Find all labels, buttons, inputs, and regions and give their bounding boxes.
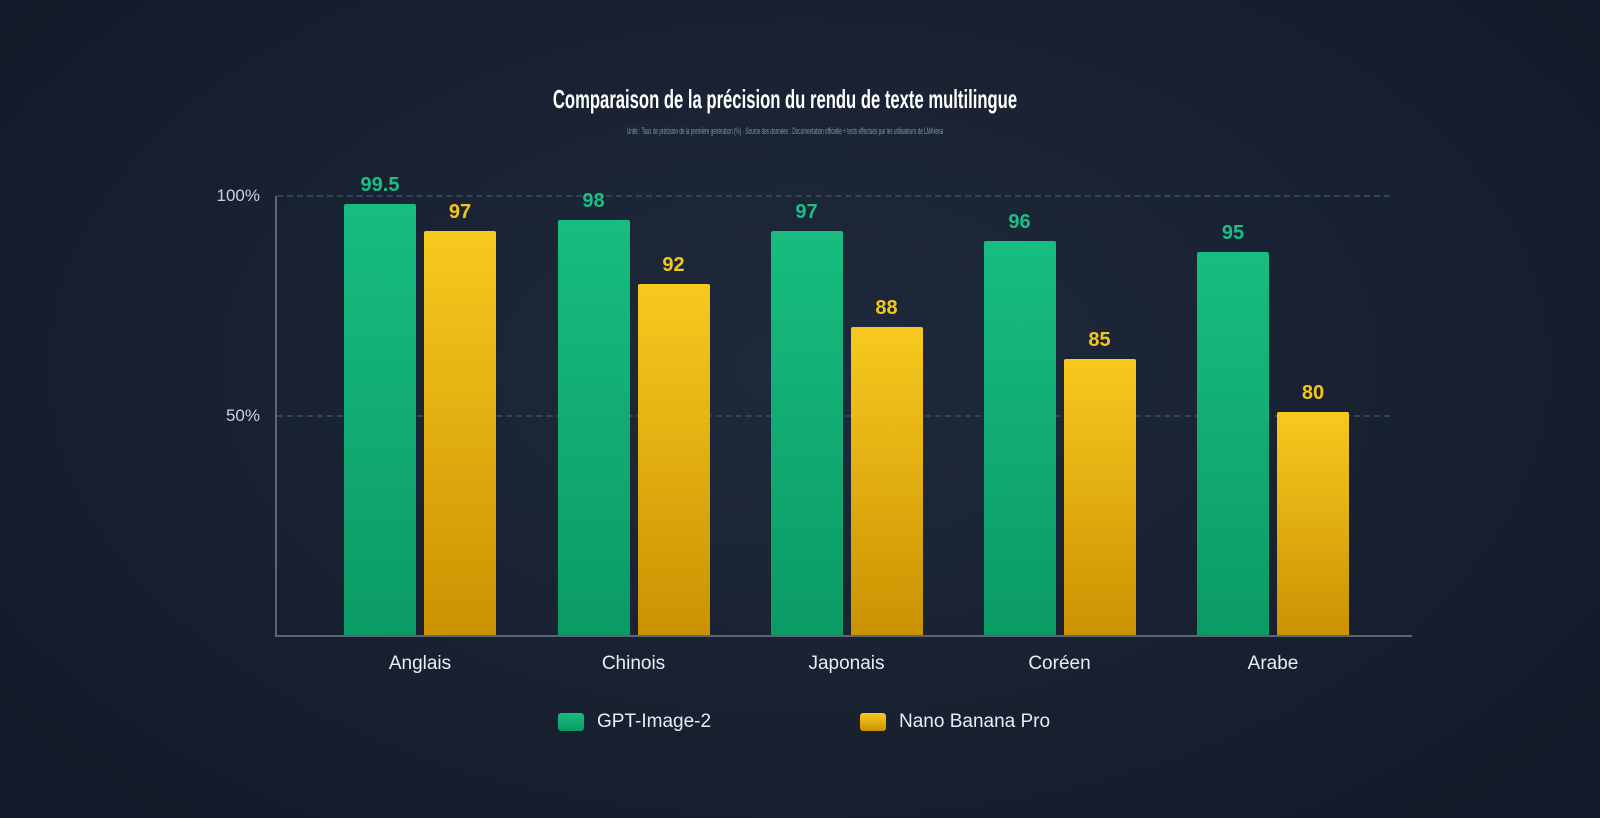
bar-Nano Banana Pro-Chinois bbox=[637, 284, 710, 636]
bar-value-label-GPT-Image-2-Arabe: 95 bbox=[1221, 222, 1245, 244]
bar-GPT-Image-2-Chinois bbox=[557, 220, 630, 636]
chart-title: Comparaison de la précision du rendu de … bbox=[552, 84, 1018, 114]
category-label-Arabe: Arabe bbox=[1247, 653, 1299, 674]
bar-value-label-GPT-Image-2-Coréen: 96 bbox=[1008, 211, 1031, 233]
bar-value-label-Nano Banana Pro-Chinois: 92 bbox=[662, 254, 685, 276]
legend-item-GPT-Image-2: GPT-Image-2 bbox=[558, 712, 711, 732]
bar-GPT-Image-2-Anglais bbox=[344, 204, 416, 636]
bar-value-label-Nano Banana Pro-Coréen: 85 bbox=[1088, 329, 1111, 351]
chart-subtitle: Unité : Taux de précision de la première… bbox=[626, 126, 944, 136]
bar-Nano Banana Pro-Coréen bbox=[1063, 359, 1136, 636]
bar-value-label-GPT-Image-2-Anglais: 99.5 bbox=[360, 174, 400, 196]
category-label-Chinois: Chinois bbox=[601, 653, 666, 674]
legend-item-Nano Banana Pro: Nano Banana Pro bbox=[860, 712, 1050, 732]
y-tick-label-50: 50% bbox=[225, 406, 260, 425]
legend-label-Nano Banana Pro: Nano Banana Pro bbox=[899, 711, 1051, 732]
y-axis-line bbox=[275, 196, 277, 636]
bar-Nano Banana Pro-Anglais bbox=[424, 231, 496, 636]
bar-value-label-Nano Banana Pro-Arabe: 80 bbox=[1301, 382, 1325, 404]
category-label-Coréen: Coréen bbox=[1028, 653, 1091, 674]
gridline-100 bbox=[277, 195, 1390, 197]
category-label-Anglais: Anglais bbox=[388, 653, 452, 674]
x-axis-line bbox=[275, 635, 1412, 637]
legend-swatch-GPT-Image-2 bbox=[558, 713, 584, 731]
category-label-Japonais: Japonais bbox=[808, 653, 885, 674]
bar-Nano Banana Pro-Japonais bbox=[850, 327, 923, 636]
legend-label-GPT-Image-2: GPT-Image-2 bbox=[597, 711, 712, 732]
bar-Nano Banana Pro-Arabe bbox=[1277, 412, 1349, 636]
y-tick-label-100: 100% bbox=[216, 186, 260, 205]
legend-swatch-Nano Banana Pro bbox=[860, 713, 886, 731]
bar-value-label-Nano Banana Pro-Japonais: 88 bbox=[875, 297, 898, 319]
bar-value-label-Nano Banana Pro-Anglais: 97 bbox=[448, 201, 472, 223]
bar-value-label-GPT-Image-2-Japonais: 97 bbox=[795, 201, 818, 223]
bar-GPT-Image-2-Coréen bbox=[983, 241, 1056, 636]
bar-GPT-Image-2-Arabe bbox=[1197, 252, 1269, 636]
bar-value-label-GPT-Image-2-Chinois: 98 bbox=[582, 190, 605, 212]
bar-GPT-Image-2-Japonais bbox=[770, 231, 843, 636]
